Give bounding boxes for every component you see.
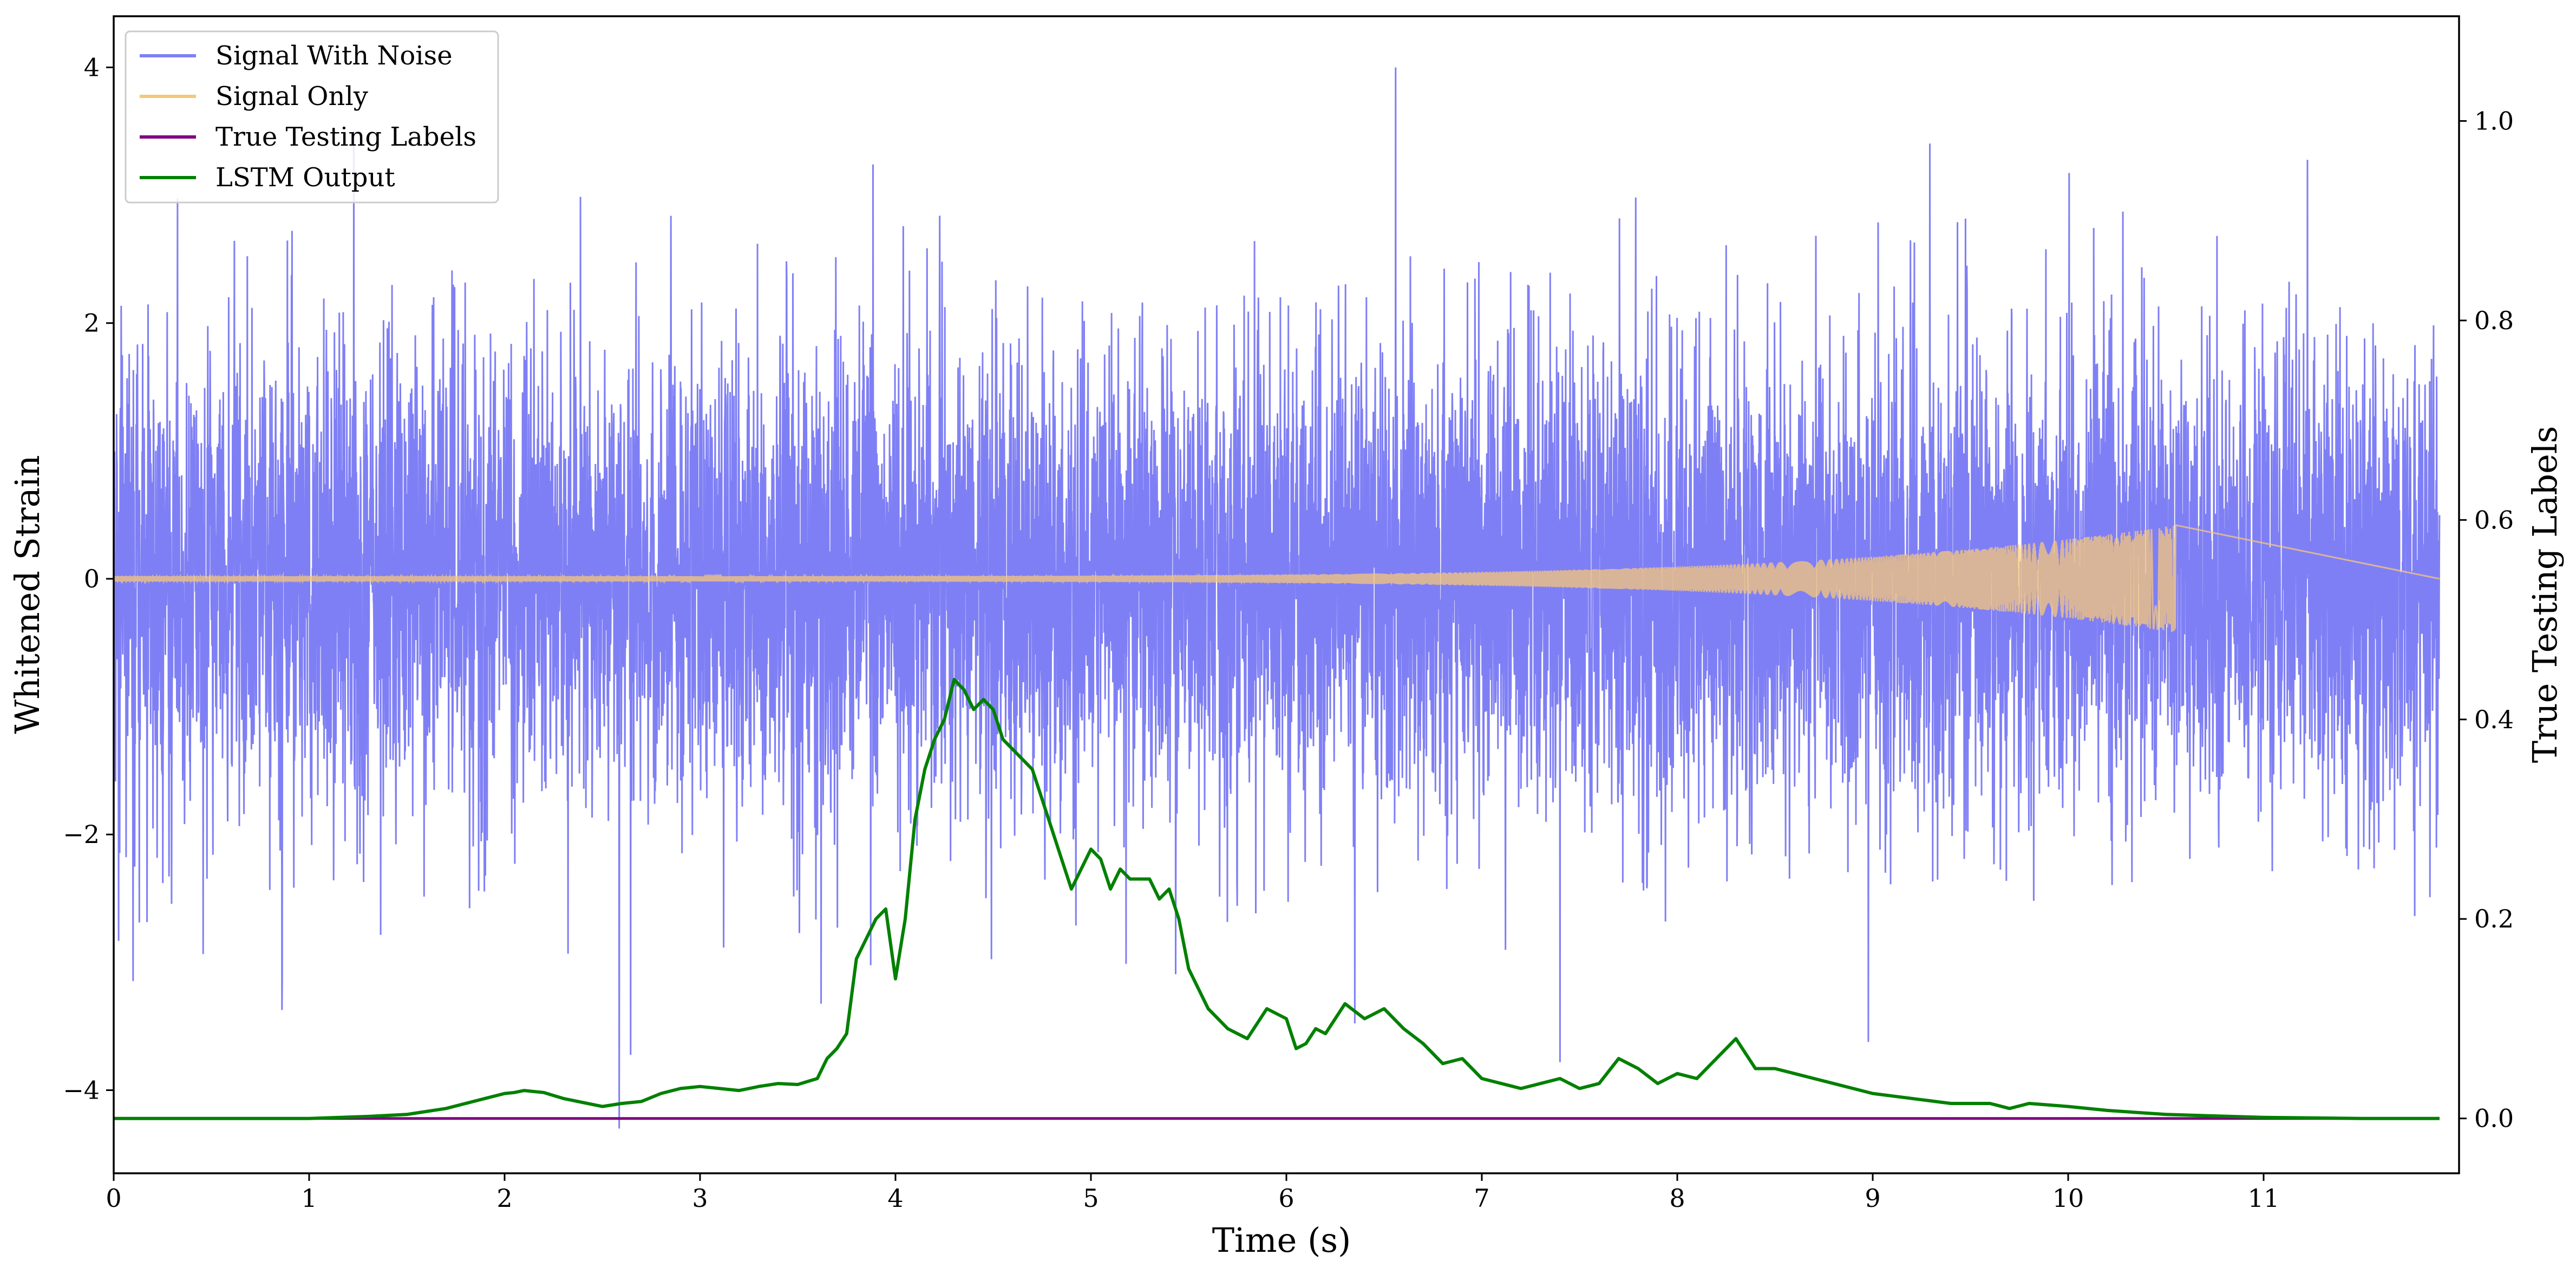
- legend-label: True Testing Labels: [215, 122, 476, 152]
- y2-tick-label: 0.2: [2474, 904, 2514, 933]
- y2-tick-label: 0.4: [2474, 705, 2514, 734]
- legend-box: [125, 30, 499, 204]
- y2-axis-label: True Testing Labels: [2525, 426, 2565, 763]
- y2-tick-label: 1.0: [2474, 106, 2514, 135]
- x-tick-label: 9: [1865, 1184, 1880, 1213]
- signal-only-series: [114, 524, 2440, 632]
- y2-tick-label: 0.8: [2474, 306, 2514, 335]
- x-tick-label: 2: [496, 1184, 512, 1213]
- y2-tick-label: 0.6: [2474, 505, 2514, 534]
- legend-label: Signal With Noise: [215, 41, 453, 71]
- lstm-output-series: [114, 678, 2440, 1120]
- legend: Signal With Noise Signal Only True Testing…: [125, 30, 499, 204]
- legend-label: Signal Only: [215, 81, 368, 112]
- x-axis-label: Time (s): [1212, 1220, 1351, 1260]
- legend-label: LSTM Output: [215, 162, 395, 193]
- x-tick-label: 1: [301, 1184, 317, 1213]
- x-tick-label: 6: [1278, 1184, 1294, 1213]
- x-tick-label: 11: [2248, 1184, 2280, 1213]
- signal-only-line: [114, 524, 2440, 632]
- x-tick-label: 5: [1083, 1184, 1099, 1213]
- y-tick-label: 2: [84, 309, 100, 338]
- y-axis-left: −4 −2 0 2 4: [63, 53, 114, 1105]
- x-axis: 0 1 2 3 4 5 6 7 8 9 10 11: [106, 1173, 2279, 1213]
- x-tick-label: 10: [2052, 1184, 2084, 1213]
- y2-tick-label: 0.0: [2474, 1104, 2514, 1133]
- y-tick-label: 0: [84, 564, 100, 593]
- x-tick-label: 0: [106, 1184, 121, 1213]
- lstm-output-line: [114, 678, 2440, 1120]
- y-tick-label: −2: [63, 820, 100, 849]
- x-tick-label: 4: [887, 1184, 903, 1213]
- plot-area: [114, 67, 2441, 1129]
- y-axis-label: Whitened Strain: [8, 455, 47, 734]
- y-tick-label: −4: [63, 1076, 100, 1105]
- x-tick-label: 3: [692, 1184, 708, 1213]
- x-tick-label: 8: [1669, 1184, 1685, 1213]
- x-tick-label: 7: [1474, 1184, 1489, 1213]
- y-tick-label: 4: [84, 53, 100, 82]
- y-axis-right: 0.0 0.2 0.4 0.6 0.8 1.0: [2459, 106, 2514, 1133]
